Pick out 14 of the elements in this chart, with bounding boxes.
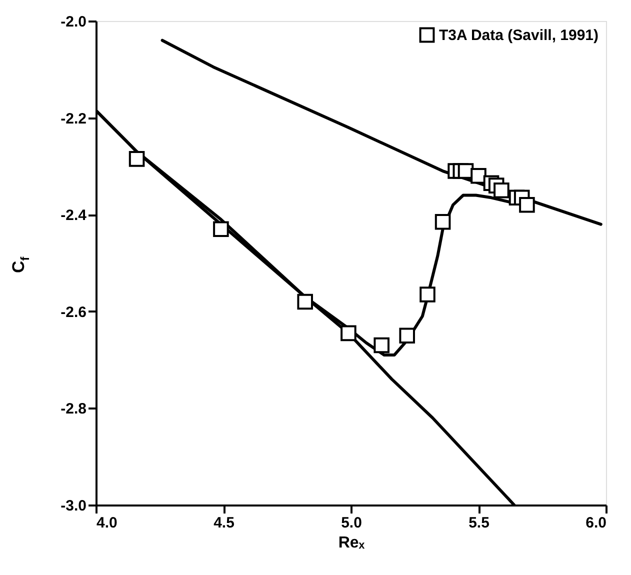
y-axis-title: Cf — [9, 256, 32, 273]
y-tick-label: -2.4 — [60, 207, 88, 224]
y-tick-label: -2.6 — [60, 304, 86, 321]
y-tick-label: -2.2 — [60, 110, 86, 128]
x-tick-label: 4.0 — [96, 514, 118, 532]
x-tick-label: 5.0 — [341, 514, 362, 532]
x-tick-label: 5.5 — [468, 514, 490, 532]
y-tick-label: -3.0 — [60, 498, 86, 514]
y-tick-label: -2.8 — [60, 400, 86, 418]
x-tick-label: 6.0 — [586, 514, 606, 532]
x-tick-label: 4.5 — [214, 514, 234, 532]
legend-label: T3A Data (Savill, 1991) — [439, 27, 599, 44]
y-tick-label: -2.0 — [60, 14, 86, 30]
x-axis-title: Reₓ — [338, 534, 365, 552]
